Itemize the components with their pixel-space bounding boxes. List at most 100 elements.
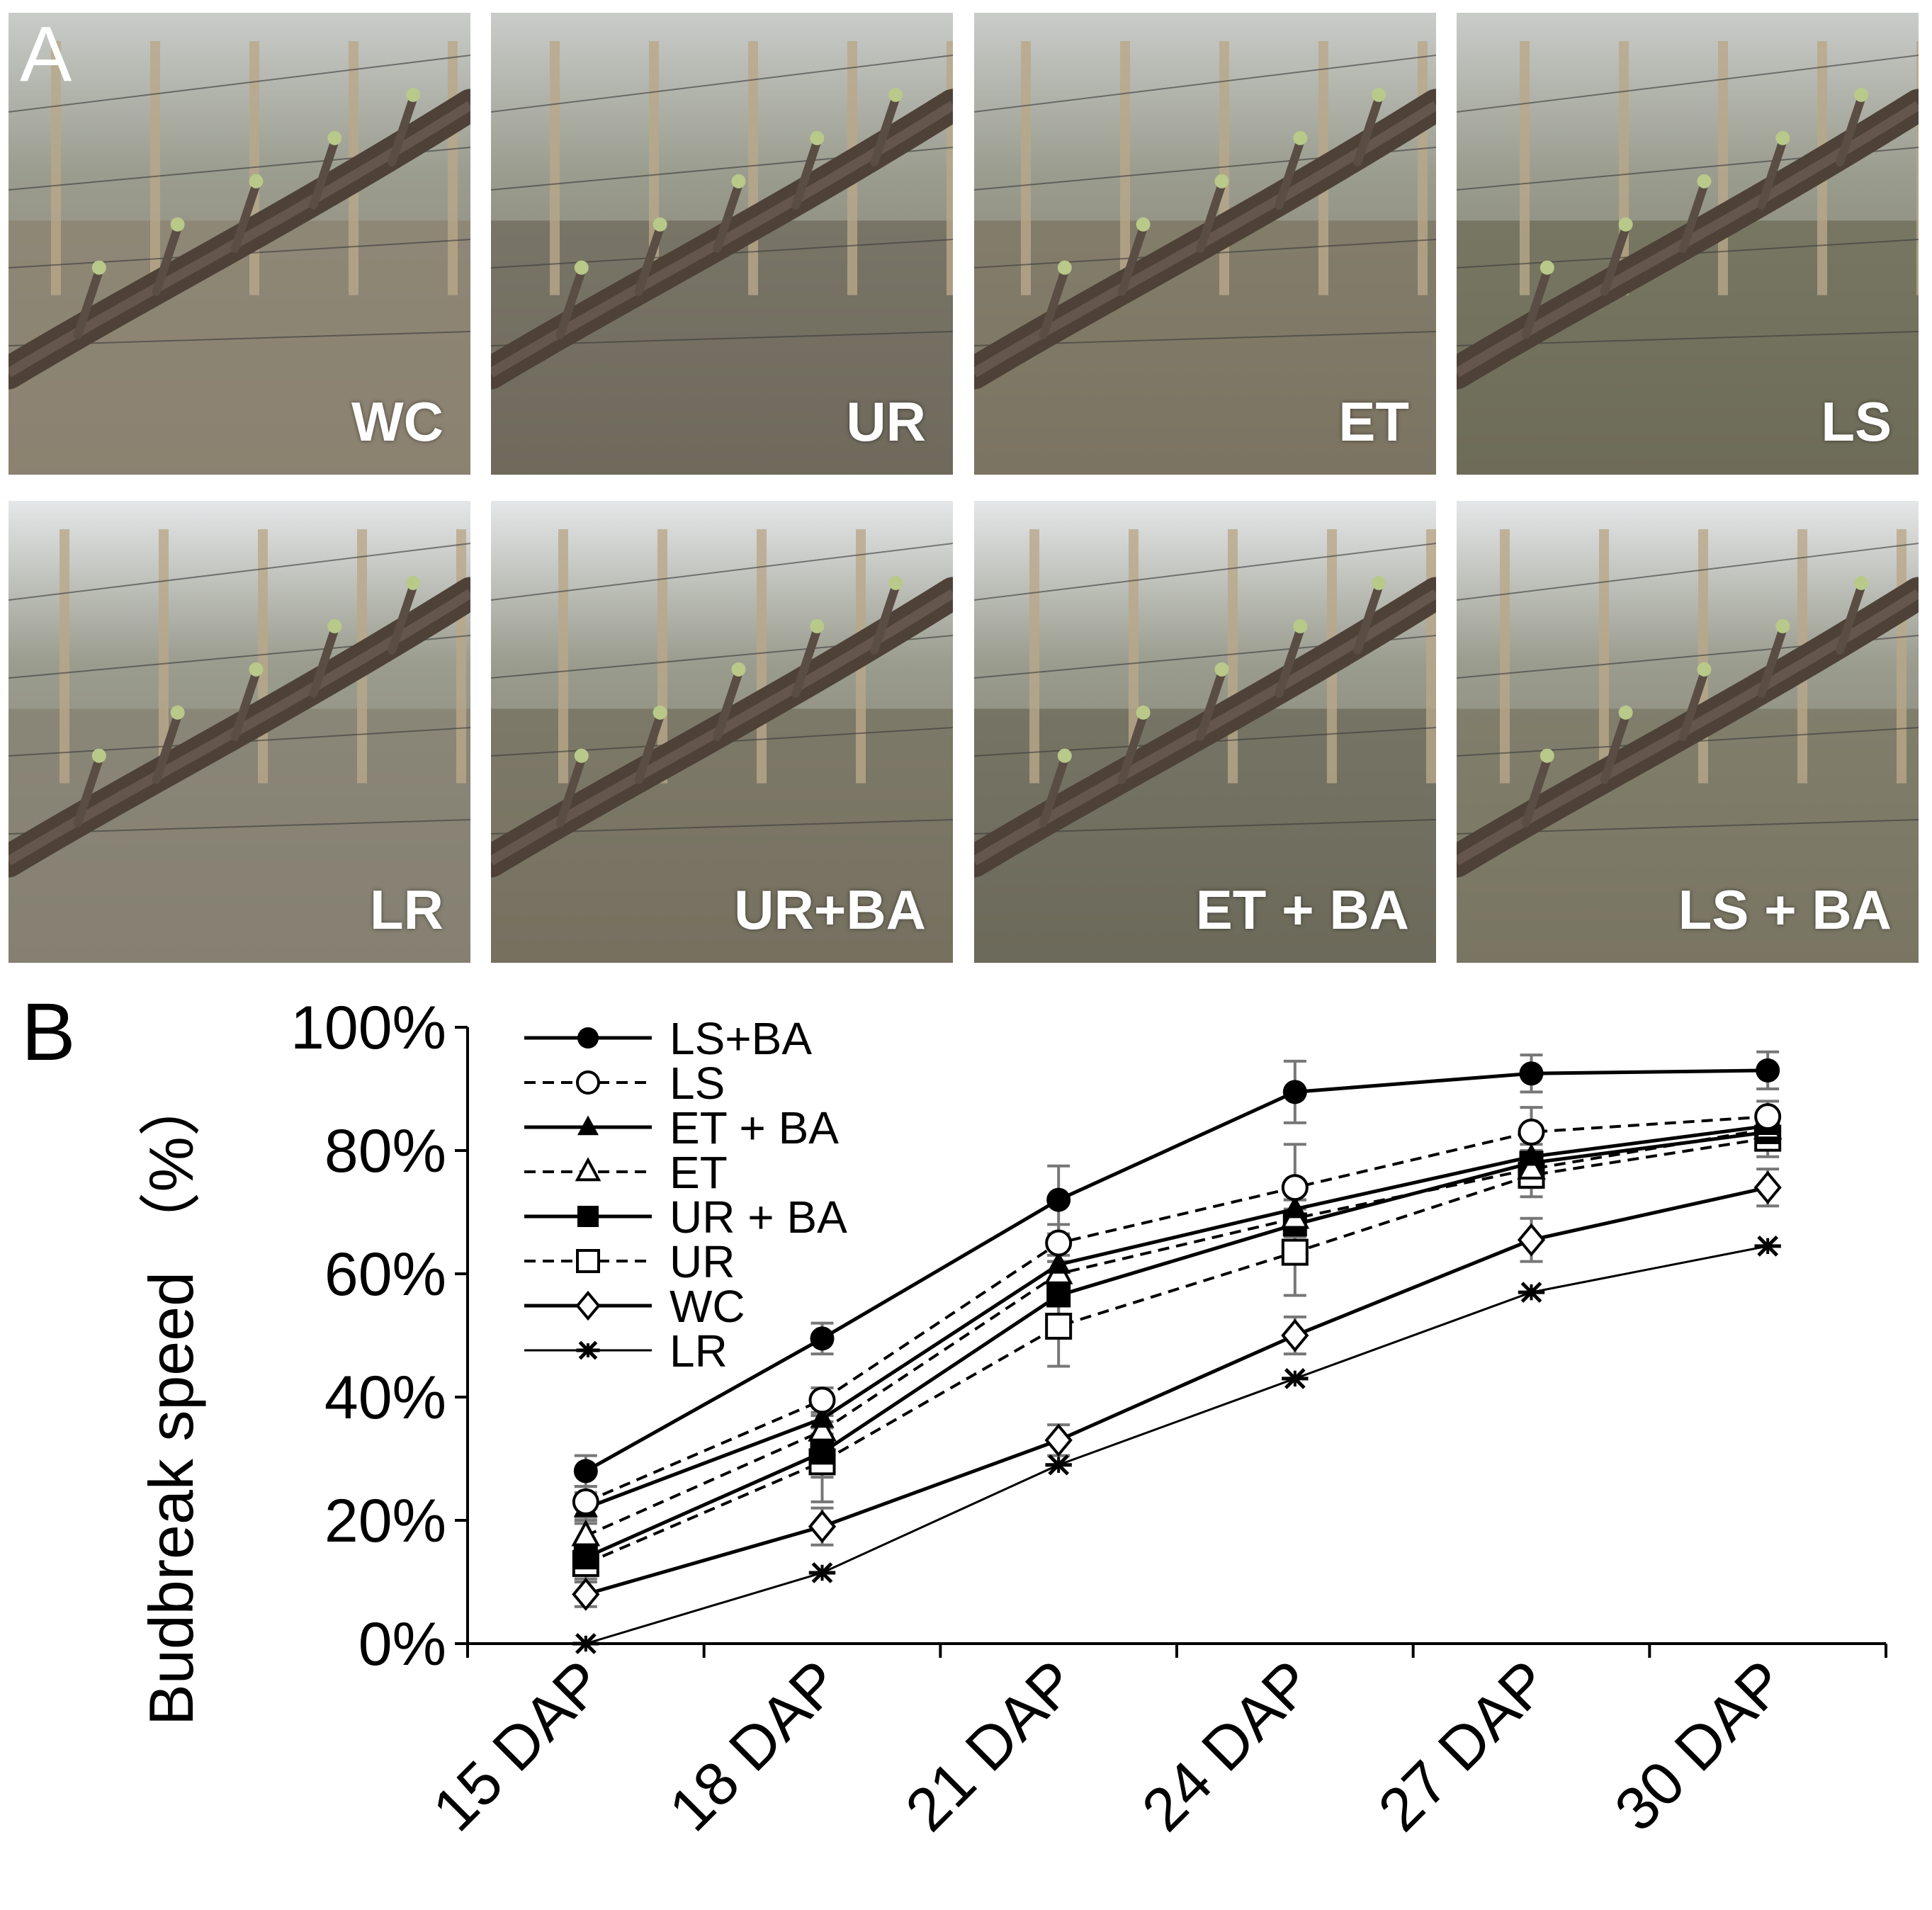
vineyard-photo-ur: UR: [491, 13, 953, 475]
legend-entry: ET: [524, 1147, 728, 1198]
legend-label: LR: [670, 1326, 728, 1377]
x-tick-label: 24 DAP: [1129, 1648, 1326, 1844]
data-point: [573, 1459, 598, 1484]
legend-label: LS: [670, 1058, 725, 1109]
series-line-ur: [585, 1136, 1768, 1565]
series-lines: [584, 1068, 1768, 1645]
data-point: [572, 1633, 599, 1654]
legend-entry: LS+BA: [524, 1013, 812, 1064]
vineyard-photo-et: ET: [974, 13, 1436, 475]
data-point: [576, 1249, 600, 1273]
panel-a-label: A: [20, 11, 72, 98]
y-axis-label: Budbreak speed （%）: [136, 1074, 206, 1726]
budbreak-line-chart: 0% 20% 40% 60% 80% 100% 15 DAP 18 DAP 21 DAP 24 D…: [136, 994, 1887, 1844]
data-point: [575, 1157, 601, 1182]
data-point: [1045, 1229, 1073, 1257]
series-line-lr: [585, 1245, 1768, 1645]
y-tick-label: 20%: [324, 1487, 446, 1555]
series-line-et-ba: [584, 1124, 1768, 1510]
vineyard-photo-ls-ba: LS + BA: [1457, 501, 1919, 963]
legend-label: LS+BA: [670, 1013, 812, 1064]
data-point: [576, 1340, 600, 1360]
series-line-ls-ba: [584, 1068, 1768, 1473]
series-markers: [571, 1058, 1783, 1654]
data-point: [1518, 1118, 1545, 1146]
y-tick-label: 0%: [358, 1610, 446, 1678]
photo-label: UR: [846, 390, 926, 453]
data-point: [1753, 1170, 1782, 1204]
series-line-ls: [585, 1115, 1768, 1503]
legend-entry: WC: [524, 1281, 745, 1332]
data-point: [577, 1115, 599, 1136]
series-line-wc: [585, 1185, 1768, 1596]
legend-entry: LR: [524, 1326, 728, 1377]
legend-label: UR + BA: [670, 1192, 847, 1243]
photo-label: ET + BA: [1195, 878, 1409, 941]
data-point: [810, 1326, 835, 1351]
data-point: [1281, 1238, 1309, 1266]
data-point: [576, 1070, 600, 1095]
panel-b-label: B: [21, 987, 76, 1078]
data-point: [1754, 1103, 1782, 1131]
photo-label: UR+BA: [734, 878, 926, 941]
x-tick-label: 15 DAP: [420, 1648, 616, 1844]
data-point: [571, 1519, 601, 1547]
photo-label: LS + BA: [1678, 878, 1892, 941]
legend-entry: LS: [524, 1058, 725, 1109]
data-point: [577, 1206, 599, 1227]
data-point: [808, 1562, 836, 1583]
data-point: [808, 1414, 837, 1442]
vineyard-photo-wc: WC: [9, 13, 470, 475]
data-point: [1282, 1368, 1309, 1389]
data-point: [1282, 1080, 1307, 1104]
data-point: [1046, 1283, 1071, 1308]
data-point: [1517, 1153, 1546, 1180]
series-line-ur-ba: [584, 1130, 1768, 1559]
photo-label: ET: [1338, 390, 1409, 453]
vineyard-photo-ur-ba: UR+BA: [491, 501, 953, 963]
y-tick-label: 40%: [324, 1364, 446, 1432]
legend-label: WC: [670, 1281, 745, 1332]
data-point: [1754, 1235, 1781, 1257]
y-tick-label: 60%: [324, 1241, 446, 1309]
data-point: [1281, 1174, 1309, 1202]
data-point: [1519, 1061, 1544, 1086]
data-point: [573, 1545, 598, 1570]
data-point: [1045, 1454, 1072, 1476]
data-point: [1282, 1195, 1307, 1219]
data-point: [1044, 1423, 1073, 1457]
legend-entry: UR: [524, 1236, 735, 1287]
data-point: [1756, 1058, 1780, 1083]
legend-label: UR: [670, 1236, 735, 1287]
data-point: [1045, 1312, 1073, 1340]
photo-label: WC: [351, 390, 444, 453]
data-point: [572, 1577, 600, 1611]
legend-label: ET + BA: [670, 1102, 839, 1153]
photo-label: LR: [370, 878, 444, 941]
legend-entry: UR + BA: [524, 1192, 847, 1243]
data-point: [577, 1027, 599, 1049]
y-tick-label: 100%: [290, 994, 446, 1062]
data-point: [810, 1440, 835, 1465]
data-point: [1046, 1251, 1071, 1274]
x-tick-label: 21 DAP: [893, 1648, 1089, 1844]
x-tick-label: 18 DAP: [656, 1648, 852, 1844]
data-point: [1281, 1318, 1309, 1352]
data-point: [1517, 1223, 1546, 1257]
series-line-et: [585, 1127, 1768, 1537]
chart-axes: 0% 20% 40% 60% 80% 100% 15 DAP 18 DAP 21 DAP 24 D…: [290, 994, 1887, 1844]
legend-label: ET: [670, 1147, 728, 1198]
photo-label: LS: [1821, 390, 1892, 453]
data-point: [808, 1386, 836, 1414]
data-point: [1518, 1282, 1545, 1303]
y-tick-label: 80%: [324, 1117, 446, 1185]
data-point: [575, 1290, 601, 1321]
x-tick-label: 27 DAP: [1365, 1648, 1561, 1844]
data-point: [810, 1405, 835, 1428]
data-point: [572, 1488, 599, 1515]
data-point: [1519, 1143, 1544, 1166]
vineyard-photo-ls: LS: [1457, 13, 1919, 475]
x-tick-label: 30 DAP: [1602, 1648, 1798, 1844]
vineyard-photo-lr: LR: [9, 501, 470, 963]
